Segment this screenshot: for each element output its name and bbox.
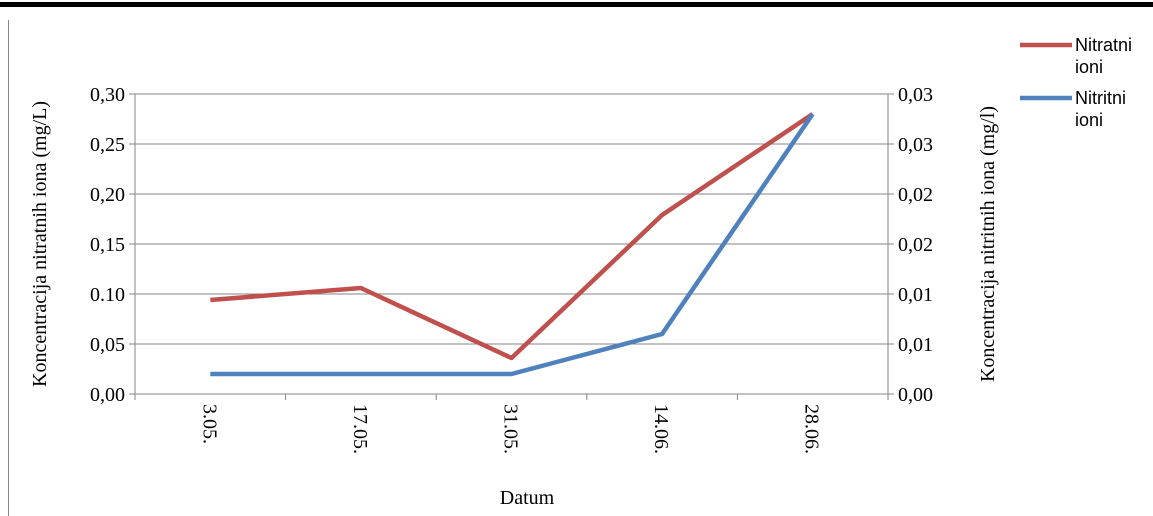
y2-tick-label: 0,01 <box>898 284 933 306</box>
y2-tick-label: 0,03 <box>898 84 933 106</box>
y-tick-label: 0,05 <box>90 334 125 356</box>
x-tick-label: 14.06. <box>650 404 672 454</box>
y-tick-label: 0,20 <box>90 184 125 206</box>
legend-label: Nitratni ioni <box>1075 35 1133 77</box>
y2-tick-label: 0,01 <box>898 334 933 356</box>
y-tick-label: 0,15 <box>90 234 125 256</box>
y-axis-title: Koncentracija nitratnih iona (mg/L) <box>29 101 51 387</box>
y-tick-label: 0,25 <box>90 134 125 156</box>
y2-tick-label: 0,00 <box>898 384 933 406</box>
series-line <box>210 112 814 361</box>
y-tick-label: 0.10 <box>90 284 125 306</box>
series-line <box>210 112 815 377</box>
x-axis-title: Datum <box>500 487 555 509</box>
y2-tick-label: 0,02 <box>898 234 933 256</box>
x-tick-label: 28.06. <box>801 404 823 454</box>
y2-tick-label: 0,03 <box>898 134 933 156</box>
x-tick-label: 17.05. <box>349 404 371 454</box>
y2-tick-label: 0,02 <box>898 184 933 206</box>
y-tick-label: 0,30 <box>90 84 125 106</box>
x-tick-label: 31.05. <box>500 404 522 454</box>
y2-axis-title: Koncentracija nitritnih iona (mg/l) <box>977 106 999 382</box>
x-tick-label: 3.05. <box>198 404 220 444</box>
legend-label: Nitritni ioni <box>1075 88 1127 130</box>
y-tick-label: 0,00 <box>90 384 125 406</box>
top-rule <box>0 2 1153 7</box>
